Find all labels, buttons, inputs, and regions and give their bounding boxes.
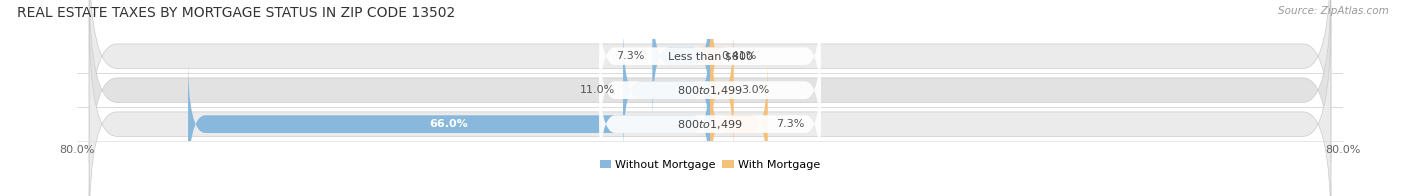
FancyBboxPatch shape — [599, 0, 821, 115]
Text: Source: ZipAtlas.com: Source: ZipAtlas.com — [1278, 6, 1389, 16]
Text: Less than $800: Less than $800 — [668, 51, 752, 61]
FancyBboxPatch shape — [89, 17, 1331, 196]
FancyBboxPatch shape — [710, 58, 768, 190]
FancyBboxPatch shape — [188, 58, 710, 190]
Text: $800 to $1,499: $800 to $1,499 — [678, 84, 742, 97]
Legend: Without Mortgage, With Mortgage: Without Mortgage, With Mortgage — [595, 155, 825, 174]
Text: 3.0%: 3.0% — [742, 85, 770, 95]
FancyBboxPatch shape — [696, 0, 727, 122]
FancyBboxPatch shape — [89, 0, 1331, 163]
FancyBboxPatch shape — [89, 0, 1331, 196]
FancyBboxPatch shape — [623, 24, 710, 156]
FancyBboxPatch shape — [599, 65, 821, 183]
FancyBboxPatch shape — [599, 31, 821, 149]
FancyBboxPatch shape — [652, 0, 710, 122]
Text: 0.41%: 0.41% — [721, 51, 756, 61]
Text: 11.0%: 11.0% — [579, 85, 616, 95]
Text: 66.0%: 66.0% — [430, 119, 468, 129]
Text: 7.3%: 7.3% — [616, 51, 644, 61]
Text: $800 to $1,499: $800 to $1,499 — [678, 118, 742, 131]
Text: REAL ESTATE TAXES BY MORTGAGE STATUS IN ZIP CODE 13502: REAL ESTATE TAXES BY MORTGAGE STATUS IN … — [17, 6, 456, 20]
Text: 7.3%: 7.3% — [776, 119, 804, 129]
FancyBboxPatch shape — [710, 24, 734, 156]
